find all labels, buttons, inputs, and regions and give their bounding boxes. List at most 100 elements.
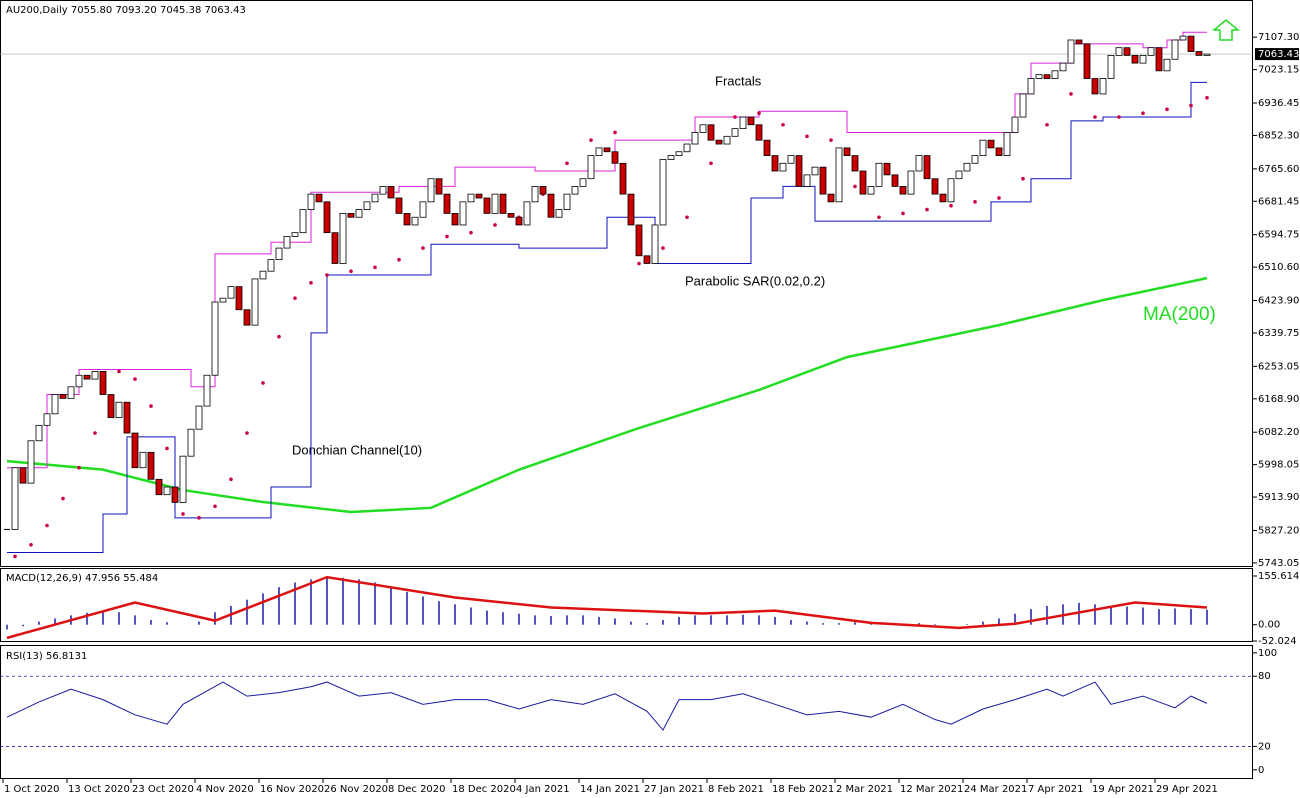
indicator-line [6,575,1208,640]
y-tick-label: 5743.05 [1258,558,1299,569]
candle [723,135,731,145]
sar-dot [149,404,153,408]
candle [91,370,99,380]
candle [171,486,179,503]
candle [1195,51,1203,56]
candle [675,151,683,156]
y-tick-label: 7107.30 [1258,32,1299,43]
candle [811,166,819,176]
sar-dot [565,161,569,166]
candle [1003,132,1011,156]
candle [379,186,387,195]
x-tick-label: 1 Oct 2020 [4,784,59,795]
annotation: Fractals [715,73,762,88]
candle [859,170,867,195]
candle [835,147,843,203]
candle [243,309,251,326]
candle [907,170,915,195]
sar-dot [421,246,425,250]
candle [387,186,395,199]
candle [1059,62,1067,72]
price-panel [0,0,1253,567]
candle [1131,54,1139,64]
candle [451,212,459,226]
candle [1091,78,1099,95]
sar-dot [949,203,953,208]
candle [411,216,419,226]
sar-dot [29,543,33,547]
sar-dot [589,138,593,142]
x-tick-label: 14 Jan 2021 [580,784,640,795]
candle [739,116,747,130]
candle [555,209,563,218]
candle [667,155,675,160]
candle [99,370,107,395]
annotation: Parabolic SAR(0.02,0.2) [685,273,825,288]
candle [123,401,131,434]
candle [931,178,939,195]
candle [995,147,1003,156]
candle [923,155,931,180]
candle [275,247,283,261]
candle [1107,54,1115,79]
candle [371,193,379,203]
sar-dot [1205,95,1209,100]
y-tick-label: 100 [1258,648,1277,659]
candle [531,186,539,203]
candle [603,147,611,153]
y-tick-label: 20 [1258,741,1271,752]
last-price-box [1255,48,1299,61]
candle [1051,70,1059,79]
sar-dot [1189,103,1193,108]
sar-dot [197,516,201,520]
candle [291,232,299,237]
candle [203,374,211,407]
candle [1115,47,1123,56]
candle [515,216,523,226]
sar-dot [1045,122,1049,127]
last-price-label: 7063.43 [1258,49,1299,60]
candle [1027,78,1035,95]
candle [1083,43,1091,79]
candle [235,286,243,311]
candle [363,201,371,210]
y-tick-label: 6168.90 [1258,394,1299,405]
candle [571,186,579,195]
candle [1099,78,1107,95]
candle [1075,39,1083,45]
candle [987,139,995,149]
y-tick-label: -52.024 [1258,636,1297,647]
sar-dot [853,184,857,189]
candle [163,486,171,496]
candle [579,178,587,187]
candle [115,401,123,419]
x-tick-label: 13 Oct 2020 [68,784,130,795]
sar-dot [13,554,17,559]
x-tick-label: 8 Feb 2021 [708,784,764,795]
sar-dot [61,496,65,501]
candle [947,178,955,203]
sar-dot [685,215,689,220]
candle [587,155,595,180]
y-tick-label: 0.00 [1258,620,1280,631]
candle [131,432,139,469]
candle [619,162,627,195]
candle [195,405,203,430]
candle [179,455,187,503]
candle [851,155,859,172]
y-tick-label: 6852.30 [1258,130,1299,141]
sar-dot [213,504,217,509]
y-tick-label: 6082.20 [1258,427,1299,438]
x-tick-label: 18 Dec 2020 [452,784,516,795]
sar-dot [373,265,377,270]
candle [939,193,947,203]
candle [347,212,355,218]
candle [107,394,115,419]
x-tick-label: 8 Dec 2020 [388,784,446,795]
sar-dot [45,523,49,528]
candle [443,193,451,214]
sar-dot [805,134,809,139]
candle [1035,74,1043,79]
candle [1171,39,1179,60]
candle [355,209,363,218]
